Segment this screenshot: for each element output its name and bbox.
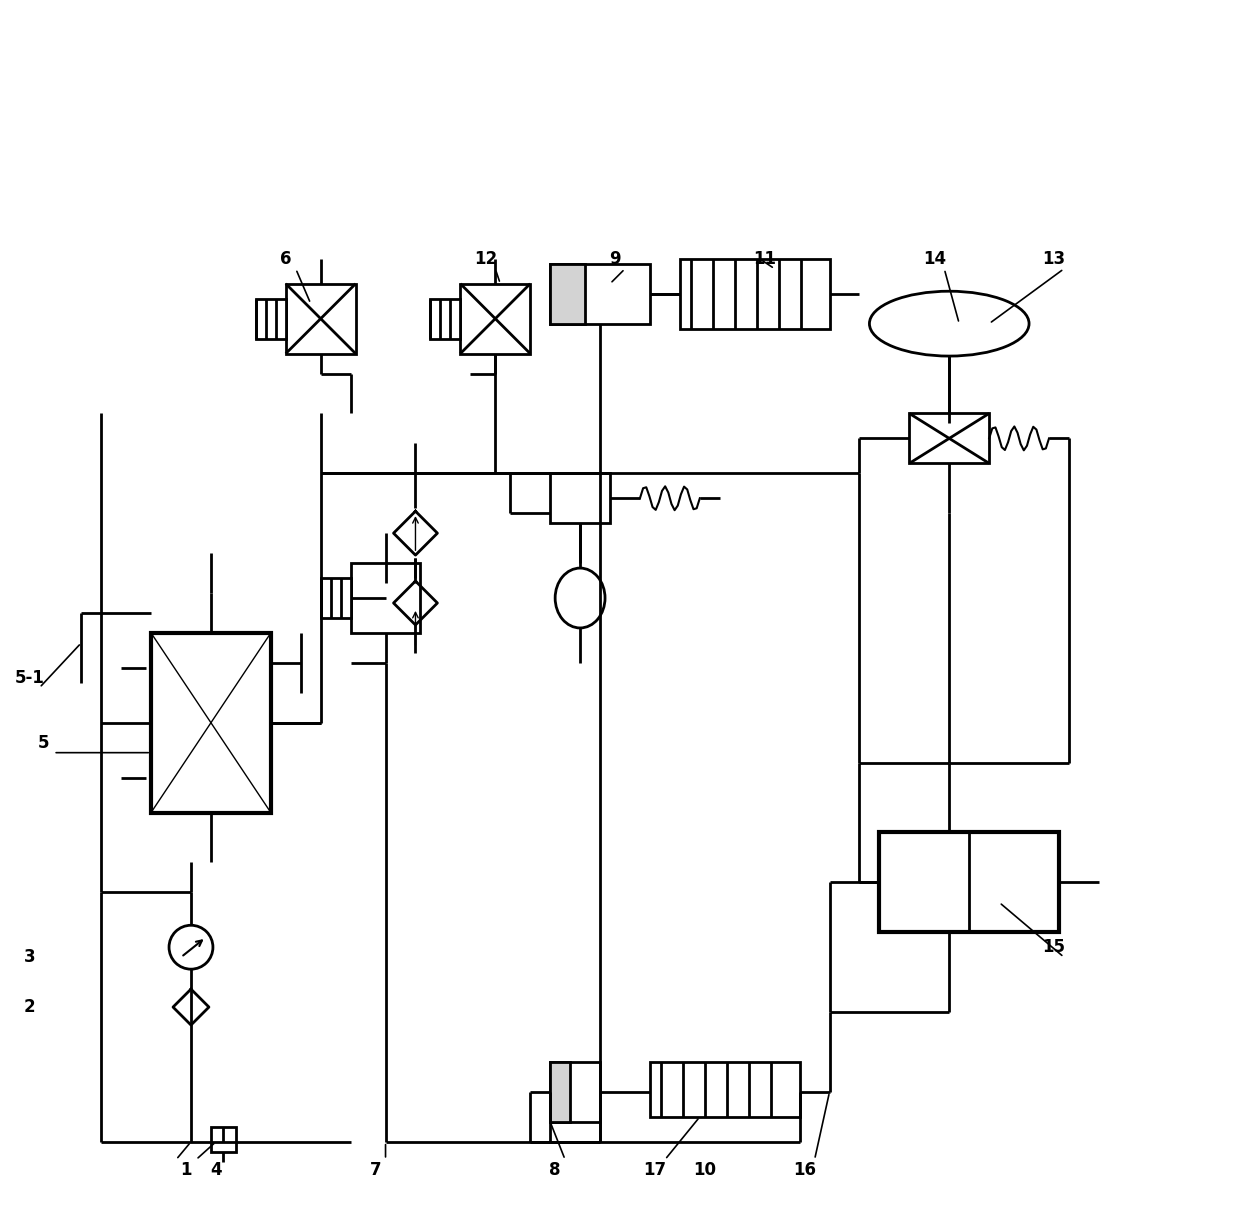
Text: 15: 15: [1043, 938, 1065, 956]
Text: 7: 7: [370, 1161, 382, 1179]
Ellipse shape: [869, 291, 1029, 357]
Bar: [211, 1127, 236, 1152]
Bar: [551, 473, 610, 523]
Text: 5-1: 5-1: [15, 668, 45, 687]
Bar: [551, 263, 650, 324]
Bar: [551, 263, 585, 324]
Bar: [255, 298, 285, 338]
Ellipse shape: [556, 568, 605, 628]
Text: 9: 9: [609, 250, 621, 268]
Bar: [680, 258, 830, 329]
Bar: [551, 1061, 600, 1122]
Bar: [430, 298, 460, 338]
Text: 1: 1: [180, 1161, 192, 1179]
Bar: [551, 1061, 570, 1122]
Bar: [285, 284, 356, 353]
Text: 14: 14: [923, 250, 946, 268]
Text: 16: 16: [794, 1161, 816, 1179]
Bar: [151, 633, 270, 813]
Text: 4: 4: [210, 1161, 222, 1179]
Text: 3: 3: [24, 949, 35, 967]
Circle shape: [169, 926, 213, 969]
Bar: [321, 579, 351, 617]
Text: 10: 10: [693, 1161, 717, 1179]
Text: 2: 2: [24, 998, 35, 1016]
Text: 6: 6: [280, 250, 291, 268]
Bar: [879, 832, 1059, 933]
Text: 17: 17: [644, 1161, 666, 1179]
Bar: [909, 414, 990, 463]
Text: 11: 11: [753, 250, 776, 268]
Bar: [650, 1061, 800, 1117]
Text: 8: 8: [549, 1161, 560, 1179]
Text: 5: 5: [37, 734, 50, 752]
Text: 12: 12: [474, 250, 497, 268]
Text: 13: 13: [1043, 250, 1065, 268]
Bar: [351, 563, 420, 633]
Bar: [460, 284, 531, 353]
